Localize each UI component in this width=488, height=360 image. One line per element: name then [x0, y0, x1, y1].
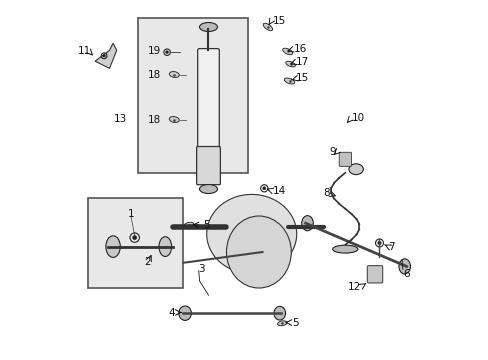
- Ellipse shape: [398, 259, 409, 274]
- Circle shape: [132, 235, 137, 240]
- Text: 10: 10: [351, 113, 365, 123]
- Text: 5: 5: [291, 318, 298, 328]
- Ellipse shape: [273, 306, 285, 320]
- Text: 1: 1: [127, 209, 134, 219]
- Text: 16: 16: [293, 44, 306, 54]
- Ellipse shape: [301, 216, 313, 231]
- Text: 2: 2: [143, 257, 150, 267]
- Text: 18: 18: [147, 114, 161, 125]
- FancyBboxPatch shape: [138, 18, 247, 173]
- Ellipse shape: [159, 237, 171, 257]
- Ellipse shape: [179, 306, 191, 320]
- Text: 4: 4: [168, 308, 175, 318]
- Ellipse shape: [282, 48, 292, 55]
- Text: 7: 7: [387, 242, 394, 252]
- Text: 6: 6: [402, 269, 408, 279]
- Text: 15: 15: [272, 15, 285, 26]
- Ellipse shape: [199, 185, 217, 194]
- Text: 18: 18: [147, 69, 161, 80]
- FancyBboxPatch shape: [366, 266, 382, 283]
- Text: 11: 11: [78, 46, 91, 56]
- Ellipse shape: [348, 164, 363, 175]
- Circle shape: [262, 187, 265, 190]
- FancyBboxPatch shape: [196, 147, 220, 185]
- FancyBboxPatch shape: [339, 152, 351, 166]
- Text: 9: 9: [329, 147, 335, 157]
- Text: 19: 19: [147, 46, 161, 56]
- FancyBboxPatch shape: [88, 198, 183, 288]
- Ellipse shape: [206, 194, 296, 274]
- Ellipse shape: [226, 216, 291, 288]
- Ellipse shape: [263, 23, 272, 31]
- Ellipse shape: [183, 222, 193, 228]
- Circle shape: [102, 54, 105, 57]
- Text: 13: 13: [114, 114, 127, 124]
- Ellipse shape: [285, 61, 295, 67]
- Ellipse shape: [199, 23, 217, 32]
- Ellipse shape: [106, 236, 120, 257]
- Polygon shape: [95, 43, 117, 68]
- Ellipse shape: [284, 78, 294, 84]
- Circle shape: [165, 51, 168, 54]
- Text: 14: 14: [273, 186, 286, 196]
- Text: 8: 8: [323, 188, 329, 198]
- Text: 3: 3: [198, 264, 204, 274]
- Text: 5: 5: [203, 220, 209, 230]
- FancyBboxPatch shape: [197, 49, 219, 167]
- Circle shape: [377, 241, 381, 245]
- Ellipse shape: [169, 117, 179, 122]
- Ellipse shape: [277, 321, 286, 326]
- Text: 12: 12: [347, 282, 360, 292]
- Text: 17: 17: [295, 57, 308, 67]
- Ellipse shape: [169, 72, 179, 77]
- Ellipse shape: [332, 245, 357, 253]
- Text: 15: 15: [295, 73, 308, 84]
